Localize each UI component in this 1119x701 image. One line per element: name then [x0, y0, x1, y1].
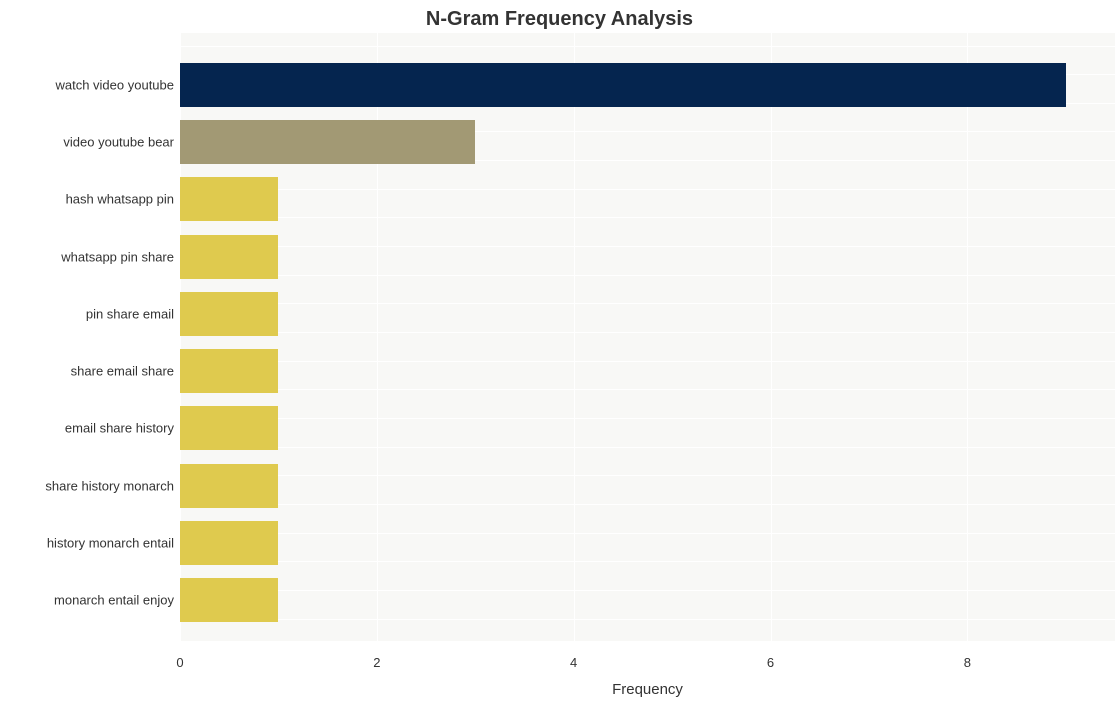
grid-line-horizontal	[180, 447, 1115, 448]
plot-area	[180, 33, 1115, 641]
bar	[180, 578, 278, 622]
y-tick-label: pin share email	[86, 306, 174, 321]
y-tick-label: watch video youtube	[55, 77, 174, 92]
grid-line-horizontal	[180, 389, 1115, 390]
bar	[180, 235, 278, 279]
bar	[180, 63, 1066, 107]
grid-line-horizontal	[180, 504, 1115, 505]
grid-line-horizontal	[180, 361, 1115, 362]
grid-line-horizontal	[180, 275, 1115, 276]
x-axis-label: Frequency	[180, 681, 1115, 698]
grid-line-horizontal	[180, 246, 1115, 247]
grid-line-horizontal	[180, 303, 1115, 304]
y-tick-label: monarch entail enjoy	[54, 593, 174, 608]
y-tick-label: video youtube bear	[63, 134, 174, 149]
y-tick-label: email share history	[65, 421, 174, 436]
y-tick-label: history monarch entail	[47, 536, 174, 551]
grid-line-horizontal	[180, 217, 1115, 218]
grid-line-horizontal	[180, 189, 1115, 190]
y-tick-label: whatsapp pin share	[61, 249, 174, 264]
grid-line-horizontal	[180, 561, 1115, 562]
grid-line-vertical	[771, 33, 772, 641]
bar	[180, 464, 278, 508]
chart-container: N-Gram Frequency Analysis watch video yo…	[0, 0, 1119, 701]
grid-line-horizontal	[180, 619, 1115, 620]
bar	[180, 521, 278, 565]
x-tick-label: 0	[176, 655, 183, 670]
bar	[180, 406, 278, 450]
grid-line-vertical	[967, 33, 968, 641]
x-tick-label: 2	[373, 655, 380, 670]
grid-line-horizontal	[180, 533, 1115, 534]
x-tick-label: 8	[964, 655, 971, 670]
bar	[180, 292, 278, 336]
grid-line-horizontal	[180, 418, 1115, 419]
bar	[180, 120, 475, 164]
x-tick-label: 6	[767, 655, 774, 670]
bar	[180, 349, 278, 393]
chart-title: N-Gram Frequency Analysis	[0, 8, 1119, 31]
y-tick-label: hash whatsapp pin	[66, 192, 174, 207]
grid-line-horizontal	[180, 475, 1115, 476]
grid-line-vertical	[574, 33, 575, 641]
grid-line-horizontal	[180, 332, 1115, 333]
y-tick-label: share email share	[71, 364, 174, 379]
grid-line-horizontal	[180, 46, 1115, 47]
bar	[180, 177, 278, 221]
x-tick-label: 4	[570, 655, 577, 670]
y-tick-label: share history monarch	[45, 478, 174, 493]
grid-line-horizontal	[180, 590, 1115, 591]
